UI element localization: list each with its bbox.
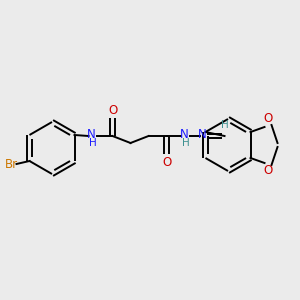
Text: O: O xyxy=(263,112,272,125)
Text: H: H xyxy=(182,138,189,148)
Text: N: N xyxy=(87,128,96,140)
Text: O: O xyxy=(263,164,272,178)
Text: N: N xyxy=(198,128,207,140)
Text: O: O xyxy=(108,103,117,116)
Text: N: N xyxy=(180,128,189,140)
Text: H: H xyxy=(220,120,228,130)
Text: Br: Br xyxy=(5,158,18,172)
Text: O: O xyxy=(162,155,171,169)
Text: H: H xyxy=(88,138,96,148)
